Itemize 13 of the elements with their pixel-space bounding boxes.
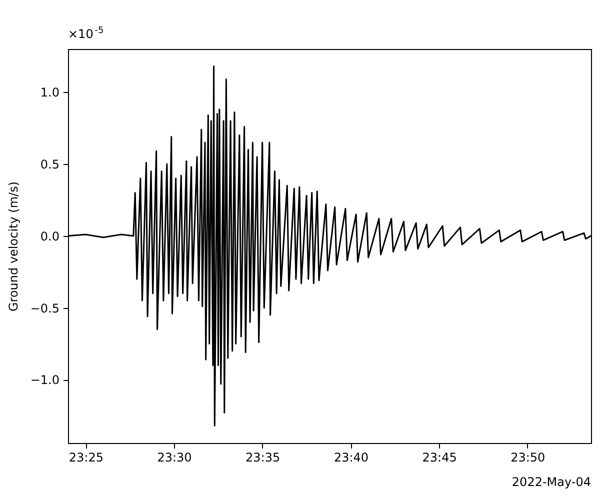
x-tick-label: 23:30: [157, 450, 192, 464]
text: 2022-May-04: [512, 475, 591, 489]
x-tick-label: 23:40: [334, 450, 369, 464]
x-tick-label: 23:35: [246, 450, 280, 464]
x-tick-label: 23:45: [422, 450, 457, 464]
y-tick-label: 1.0: [40, 86, 60, 100]
y-tick-label: 0.0: [40, 229, 60, 244]
y-tick-label: −1.0: [30, 373, 60, 388]
x-tick-label: 23:50: [510, 450, 546, 464]
x-tick-label: 23:25: [68, 450, 104, 464]
y-tick-label: −0.5: [30, 301, 60, 316]
y-tick-label: 0.5: [40, 158, 60, 172]
y-axis-title: Ground velocity (m/s): [6, 181, 20, 312]
